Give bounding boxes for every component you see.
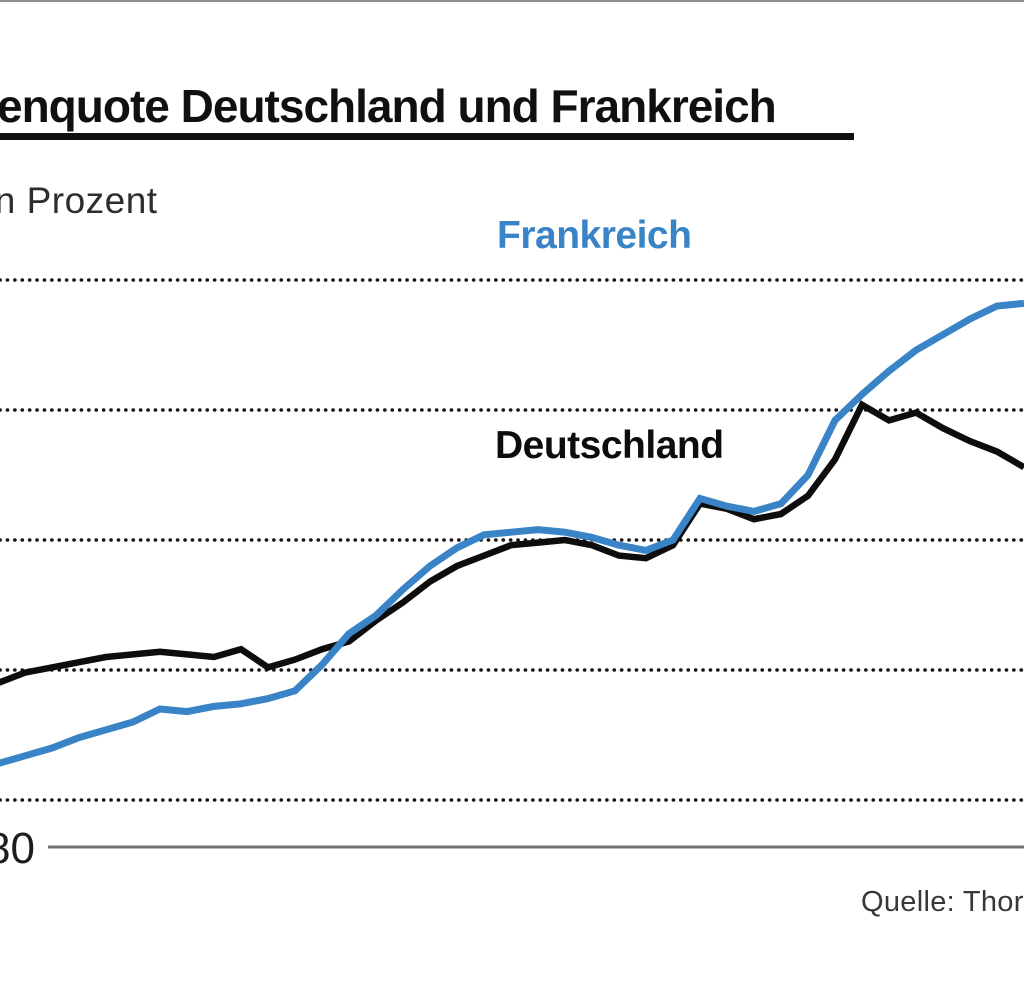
series-line-frankreich bbox=[0, 299, 1024, 767]
chart-title: enquote Deutschland und Frankreich bbox=[0, 80, 777, 132]
series-label-deutschland: Deutschland bbox=[495, 424, 724, 467]
top-border-line bbox=[0, 0, 1024, 2]
title-underline bbox=[0, 133, 854, 140]
source-credit: Quelle: Thor bbox=[861, 886, 1024, 918]
x-axis-tick-label-1980: 80 bbox=[0, 824, 35, 873]
chart-subtitle-unit: in Prozent bbox=[0, 180, 158, 221]
series-line-deutschland bbox=[0, 400, 1024, 686]
series-label-frankreich: Frankreich bbox=[497, 214, 692, 257]
